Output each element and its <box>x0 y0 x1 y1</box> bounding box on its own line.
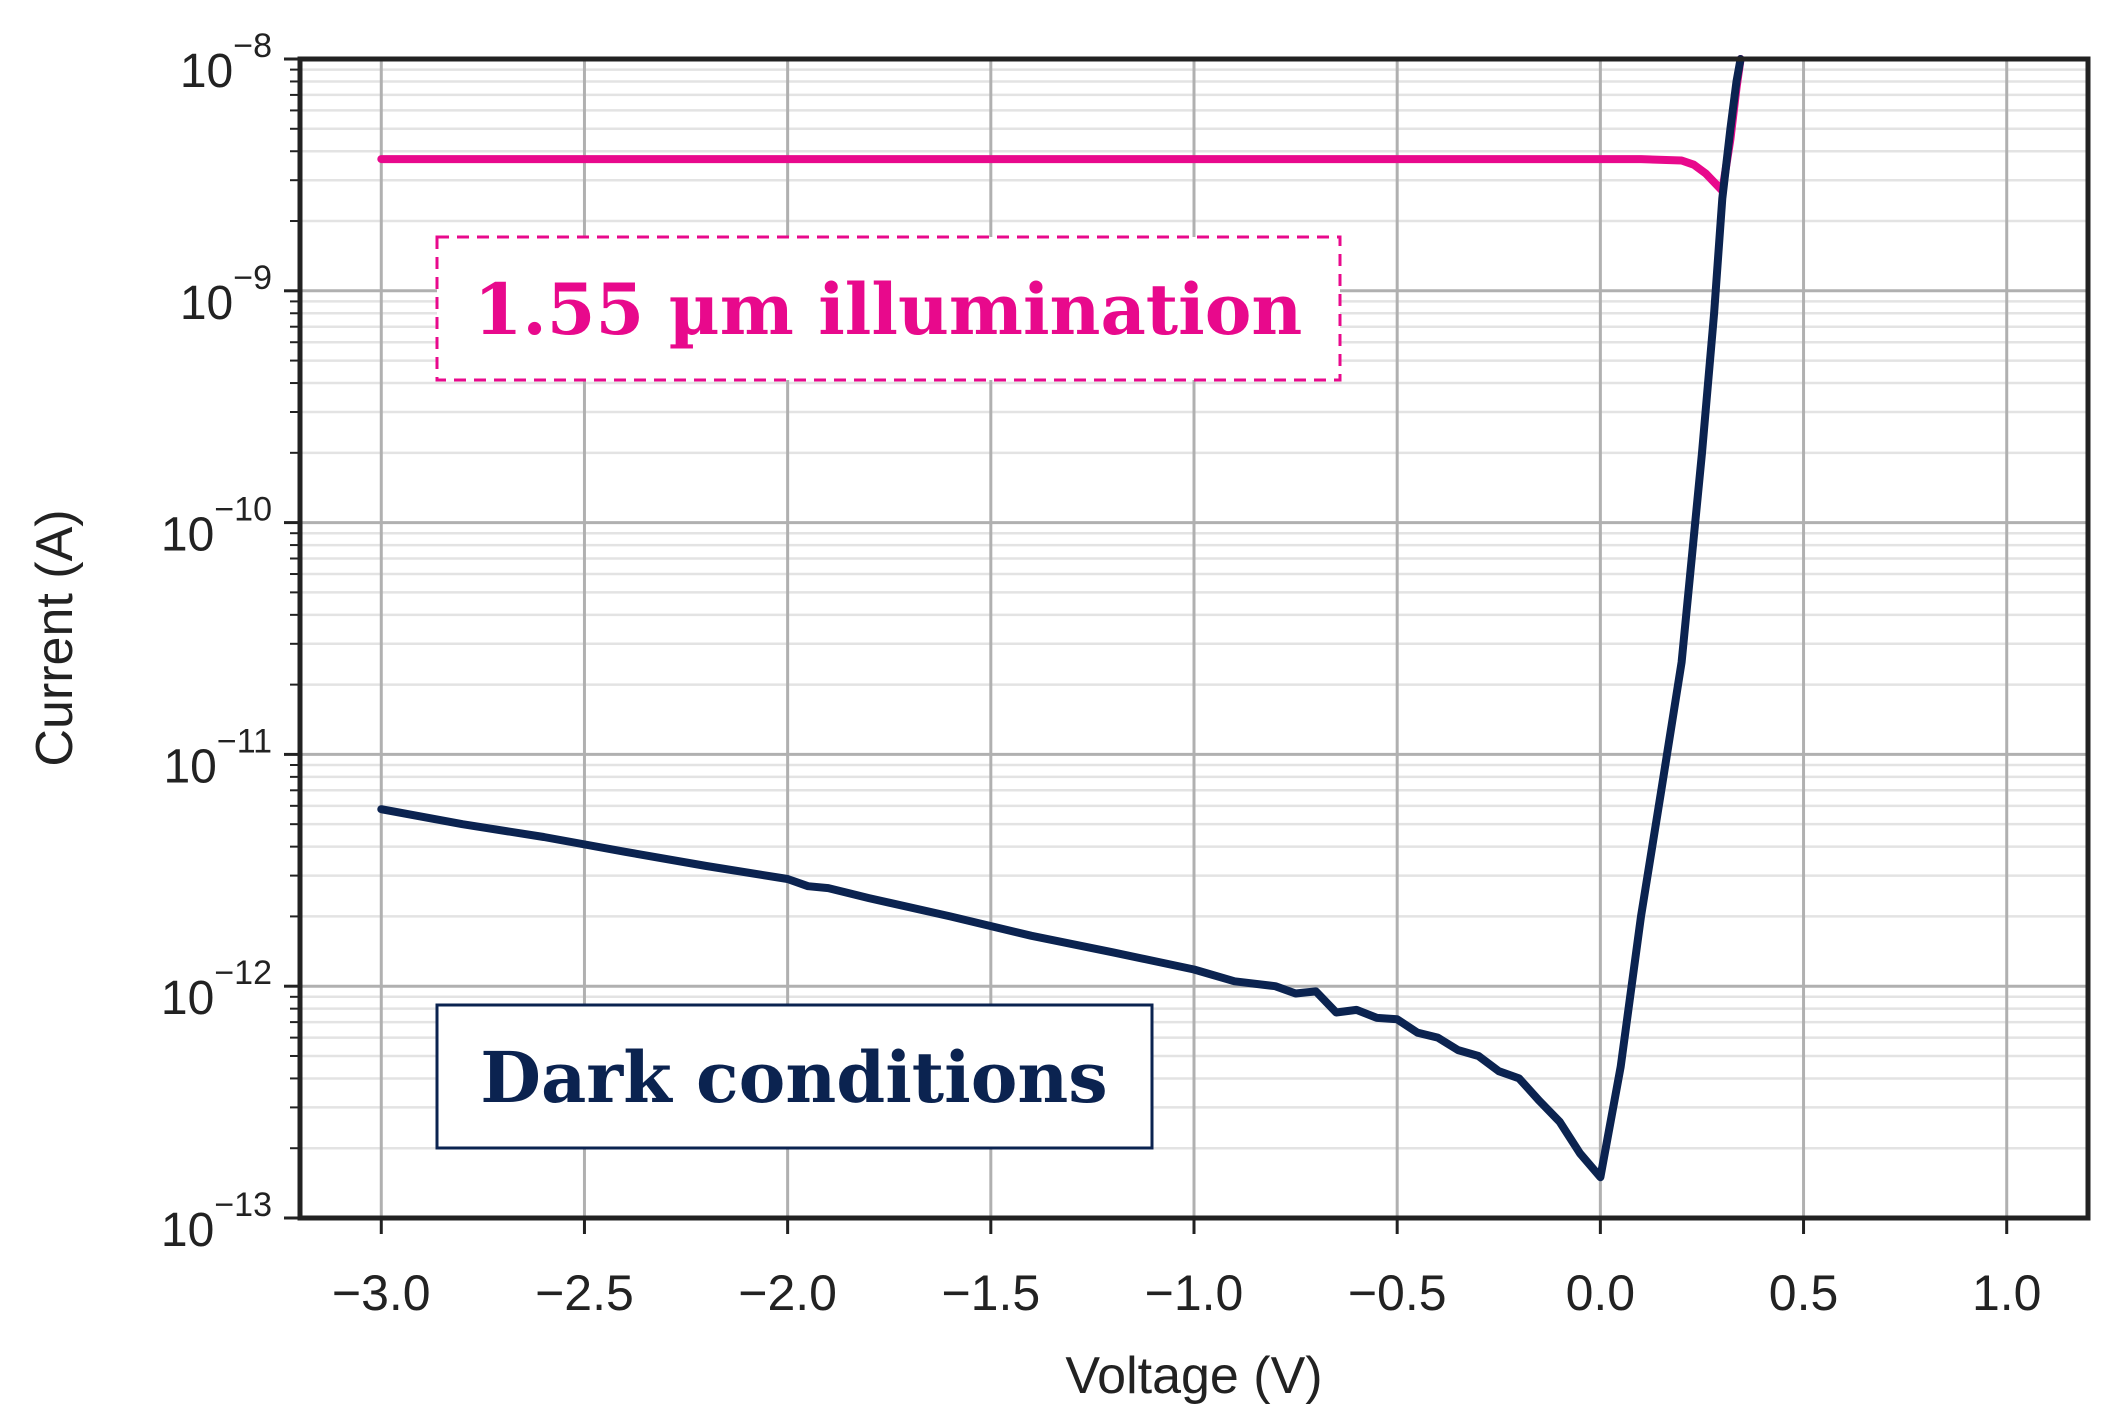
dark-label-box <box>435 1003 1154 1150</box>
y-tick-exponent: −11 <box>217 722 272 760</box>
x-tick-label: −3.0 <box>332 1265 431 1321</box>
y-tick-mantissa: 10 <box>161 972 214 1025</box>
y-tick-label: 10−8 <box>180 27 272 98</box>
dark-current-line <box>377 55 1745 1182</box>
y-tick-mantissa: 10 <box>161 1204 214 1257</box>
y-tick-label: 10−10 <box>161 491 272 562</box>
illumination-label-box <box>435 235 1342 382</box>
y-tick-mantissa: 10 <box>180 277 233 330</box>
x-tick-labels: −3.0 −2.5 −2.0 −1.5 −1.0 −0.5 0.0 0.5 1.0 <box>332 1265 2042 1321</box>
x-tick-label: −1.5 <box>941 1265 1040 1321</box>
y-tick-label: 10−12 <box>161 954 272 1025</box>
y-tick-exponent: −13 <box>214 1186 272 1224</box>
y-tick-exponent: −8 <box>233 27 272 65</box>
y-tick-exponent: −9 <box>233 259 272 297</box>
y-tick-mantissa: 10 <box>161 509 214 562</box>
series-layer <box>377 55 1745 1182</box>
x-tick-label: −2.5 <box>535 1265 634 1321</box>
y-tick-label: 10−11 <box>163 722 272 793</box>
y-tick-mantissa: 10 <box>163 740 216 793</box>
y-tick-exponent: −12 <box>214 954 272 992</box>
illumination-label: 1.55 µm illumination <box>474 268 1303 351</box>
x-tick-label: 1.0 <box>1972 1265 2042 1321</box>
x-tick-label: −1.0 <box>1145 1265 1244 1321</box>
axis-ticks <box>284 57 2009 1234</box>
y-tick-label: 10−9 <box>180 259 272 330</box>
annotation-layer: 1.55 µm illumination Dark conditions <box>435 235 1342 1150</box>
x-tick-label: 0.0 <box>1566 1265 1636 1321</box>
dark-label: Dark conditions <box>480 1036 1107 1119</box>
y-tick-mantissa: 10 <box>180 45 233 98</box>
y-tick-exponent: −10 <box>214 491 272 529</box>
y-tick-label: 10−13 <box>161 1186 272 1257</box>
x-axis-title: Voltage (V) <box>1065 1347 1322 1405</box>
x-tick-label: 0.5 <box>1769 1265 1839 1321</box>
x-tick-label: −0.5 <box>1348 1265 1447 1321</box>
x-tick-label: −2.0 <box>738 1265 837 1321</box>
y-axis-title: Current (A) <box>26 509 84 766</box>
